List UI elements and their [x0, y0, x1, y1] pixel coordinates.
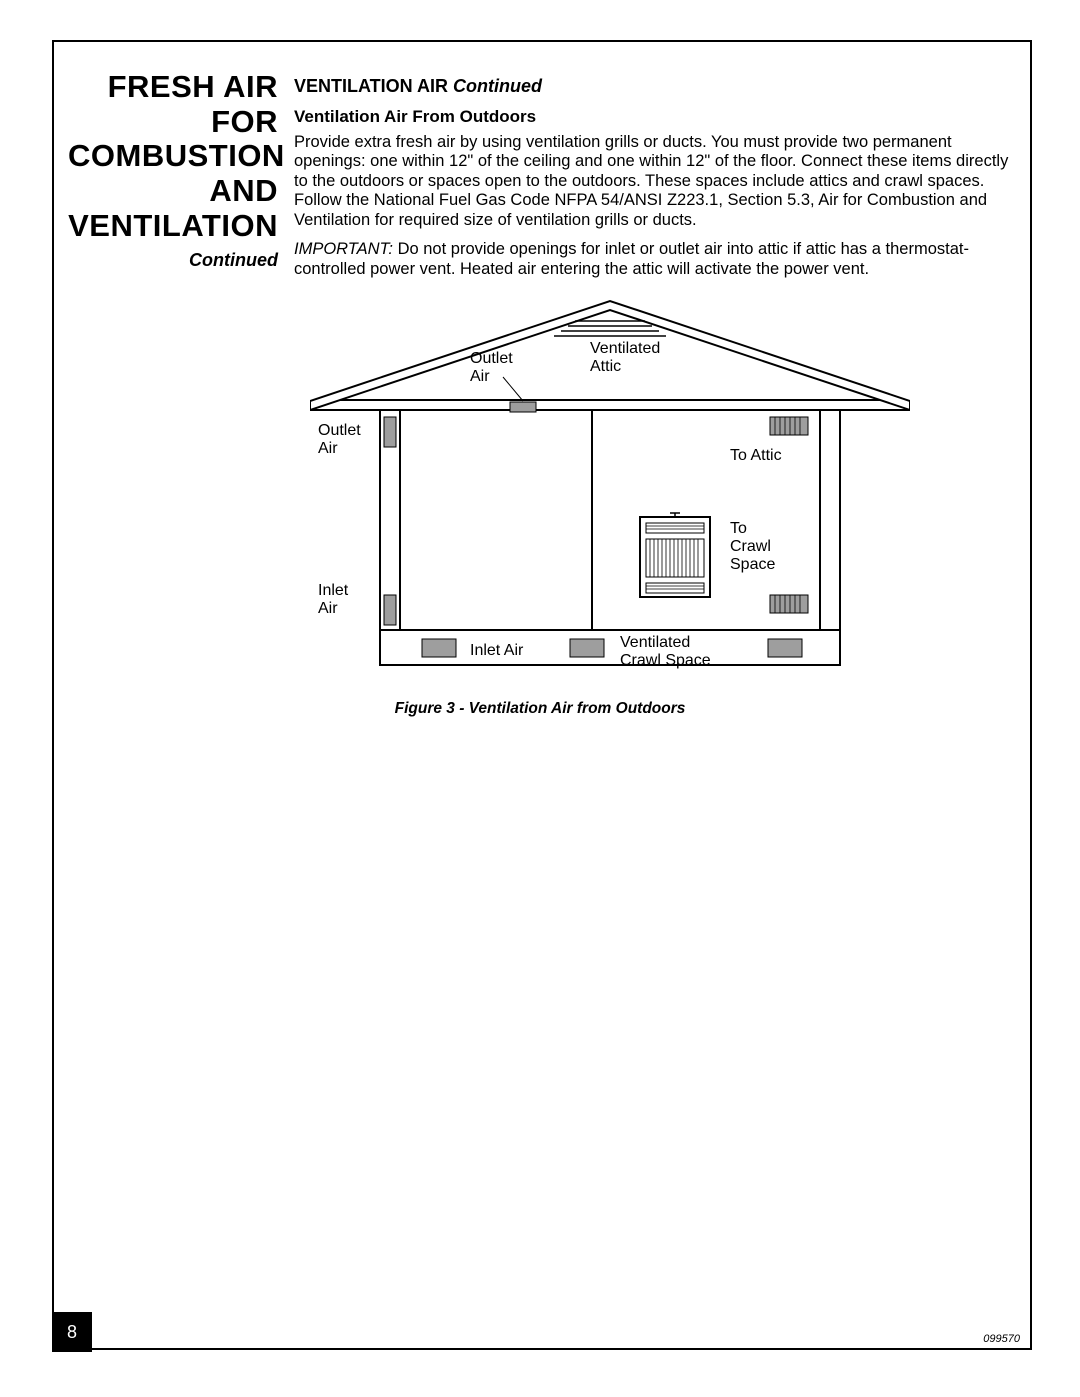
label-outlet-air-attic: Outlet: [470, 350, 513, 367]
vent-icon: [770, 417, 808, 435]
important-lead: IMPORTANT:: [294, 240, 393, 258]
sidebar-continued: Continued: [68, 250, 278, 271]
svg-text:Crawl Space: Crawl Space: [620, 652, 711, 669]
page-number-text: 8: [67, 1322, 77, 1343]
label-to-crawl: To: [730, 520, 747, 537]
sidebar-title-block: FRESH AIR FOR COMBUSTION AND VENTILATION…: [68, 70, 278, 271]
page-number: 8: [52, 1312, 92, 1352]
content-area: VENTILATION AIR Continued Ventilation Ai…: [294, 76, 1014, 279]
vent-icon: [768, 639, 802, 657]
document-id: 099570: [983, 1333, 1020, 1345]
vent-icon: [384, 417, 396, 447]
figure-caption: Figure 3 - Ventilation Air from Outdoors: [0, 700, 1080, 718]
svg-text:Attic: Attic: [590, 358, 621, 375]
vent-icon: [770, 595, 808, 613]
label-inlet-air-bottom: Inlet Air: [470, 642, 524, 659]
svg-text:Air: Air: [318, 440, 338, 457]
title-line: VENTILATION: [68, 208, 278, 243]
section-heading: VENTILATION AIR Continued: [294, 76, 1014, 97]
label-ventilated-attic: Ventilated: [590, 340, 660, 357]
body-paragraph: Provide extra fresh air by using ventila…: [294, 133, 1014, 230]
svg-text:Space: Space: [730, 556, 775, 573]
title-line: AND: [209, 173, 278, 208]
title-line: FRESH AIR: [108, 69, 278, 104]
heater-icon: [640, 513, 710, 597]
title-line: FOR: [211, 104, 278, 139]
label-to-attic: To Attic: [730, 447, 782, 464]
vent-icon: [384, 595, 396, 625]
vent-icon: [422, 639, 456, 657]
label-outlet-air-left: Outlet: [318, 422, 361, 439]
vent-icon: [570, 639, 604, 657]
important-note: IMPORTANT: Do not provide openings for i…: [294, 240, 1014, 279]
sidebar-title: FRESH AIR FOR COMBUSTION AND VENTILATION: [68, 70, 278, 244]
section-heading-text: VENTILATION AIR: [294, 76, 448, 96]
label-inlet-air-left: Inlet: [318, 582, 349, 599]
svg-text:Air: Air: [470, 368, 490, 385]
svg-text:Air: Air: [318, 600, 338, 617]
important-text: Do not provide openings for inlet or out…: [294, 240, 969, 277]
svg-text:Crawl: Crawl: [730, 538, 771, 555]
title-line: COMBUSTION: [68, 138, 285, 173]
subheading: Ventilation Air From Outdoors: [294, 107, 1014, 127]
label-ventilated-crawl: Ventilated: [620, 634, 690, 651]
figure-house-diagram: Outlet Air Ventilated Attic Outlet Air T…: [310, 295, 910, 715]
section-heading-continued: Continued: [453, 76, 542, 96]
